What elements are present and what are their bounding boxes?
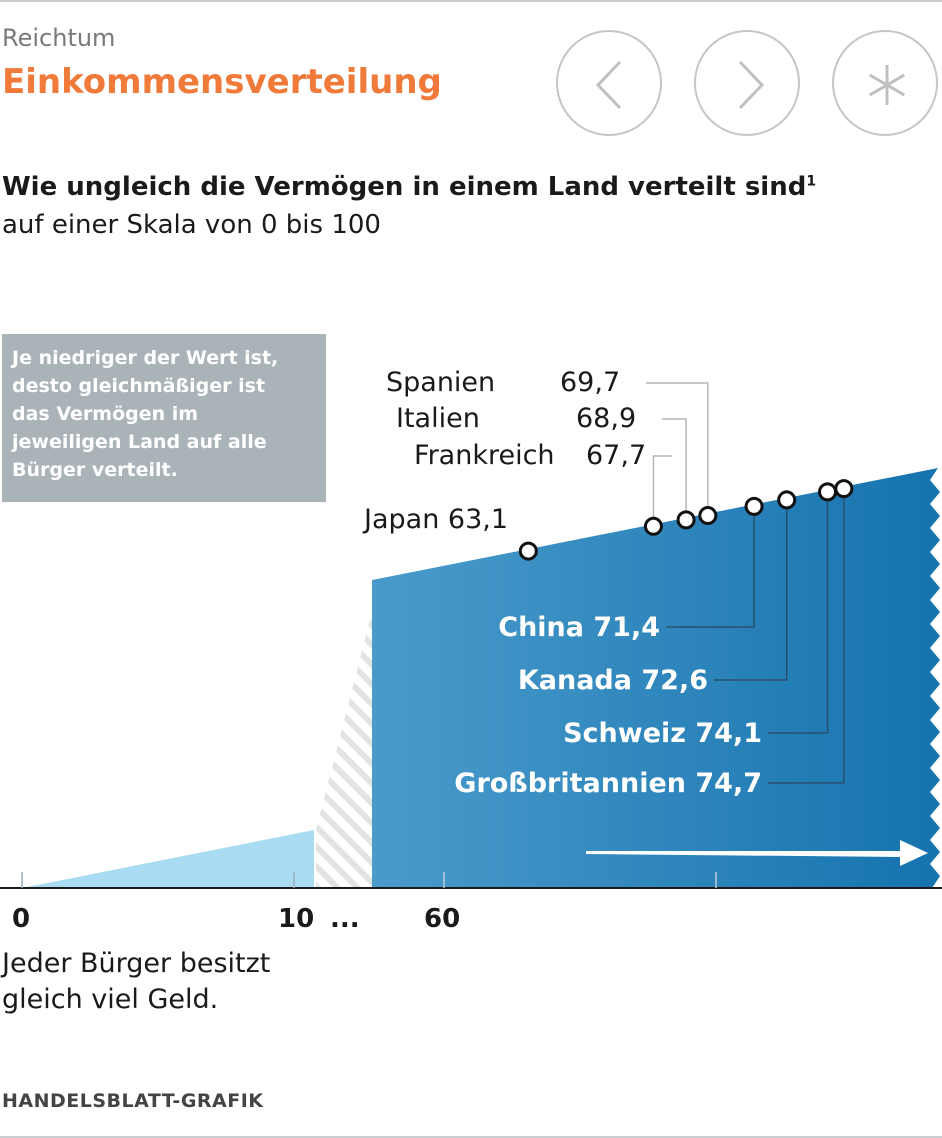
subtitle-text: Wie ungleich die Vermögen in einem Land … xyxy=(2,172,807,202)
marker-spanien xyxy=(698,506,718,526)
label-grobritannien: Großbritannien 74,7 xyxy=(454,768,762,799)
info-button[interactable] xyxy=(832,30,938,136)
data-markers xyxy=(518,479,854,561)
caption-line: Jeder Bürger besitzt xyxy=(2,948,271,979)
leader-italien xyxy=(662,418,687,520)
axis-break-label: ... xyxy=(330,904,360,934)
label-kanada: Kanada 72,6 xyxy=(518,665,708,696)
next-button[interactable] xyxy=(694,30,800,136)
marker-schweiz xyxy=(818,482,838,502)
leader-china xyxy=(666,506,755,628)
label-value-italien: 68,9 xyxy=(576,403,636,434)
x-tick-label-10: 10 xyxy=(278,904,315,934)
label-country-italien: Italien xyxy=(396,403,480,434)
caption-line: gleich viel Geld. xyxy=(2,984,219,1015)
note-line: desto gleichmäßiger ist xyxy=(12,375,266,397)
prev-button[interactable] xyxy=(556,30,662,136)
area-break-hatch xyxy=(316,612,372,888)
label-japan: Japan 63,1 xyxy=(362,504,508,535)
leader-lines xyxy=(646,382,845,784)
kicker: Reichtum xyxy=(2,24,116,52)
axis-caption: Jeder Bürger besitzt gleich viel Geld. xyxy=(2,946,270,1018)
leader-schweiz xyxy=(768,491,829,734)
top-rule xyxy=(0,0,942,2)
data-labels: Japan 63,1 Frankreich 67,7 Italien 68,9 Spani… xyxy=(362,367,762,799)
marker-grobritannien xyxy=(834,479,854,499)
note-line: das Vermögen im xyxy=(12,403,199,425)
label-schweiz: Schweiz 74,1 xyxy=(563,718,762,749)
x-tick-label-60: 60 xyxy=(424,904,461,934)
x-ticks xyxy=(21,872,717,888)
chart-scale-note: auf einer Skala von 0 bis 100 xyxy=(2,210,381,240)
label-china: China 71,4 xyxy=(498,612,660,643)
note-line: jeweiligen Land auf alle xyxy=(12,431,267,453)
asterisk-icon xyxy=(868,65,906,105)
marker-frankreich xyxy=(643,516,663,536)
marker-china xyxy=(744,496,764,516)
chevron-right-icon xyxy=(738,60,765,110)
leader-kanada xyxy=(714,499,788,681)
marker-japan xyxy=(518,541,538,561)
marker-italien xyxy=(676,510,696,530)
note-line: Je niedriger der Wert ist, xyxy=(12,347,279,369)
label-value-spanien: 69,7 xyxy=(560,367,620,398)
source-credit: HANDELSBLATT-GRAFIK xyxy=(2,1090,264,1112)
page-title: Einkommensverteilung xyxy=(2,62,442,102)
note-line: Bürger verteilt. xyxy=(12,459,178,481)
x-tick-label-0: 0 xyxy=(12,904,31,934)
area-low xyxy=(22,830,314,888)
info-note: Je niedriger der Wert ist, desto gleichm… xyxy=(2,334,326,502)
leader-frankreich xyxy=(652,455,672,527)
bottom-rule xyxy=(0,1136,942,1138)
direction-arrow xyxy=(586,840,928,866)
label-country-frankreich: Frankreich xyxy=(414,440,555,471)
leader-grobritannien xyxy=(768,488,845,784)
label-value-frankreich: 67,7 xyxy=(586,440,646,471)
chevron-left-icon xyxy=(595,60,622,110)
marker-kanada xyxy=(777,490,797,510)
leader-spanien xyxy=(646,382,709,516)
chart-subtitle: Wie ungleich die Vermögen in einem Land … xyxy=(2,172,816,202)
footnote-marker: 1 xyxy=(806,173,817,190)
label-country-spanien: Spanien xyxy=(386,367,495,398)
